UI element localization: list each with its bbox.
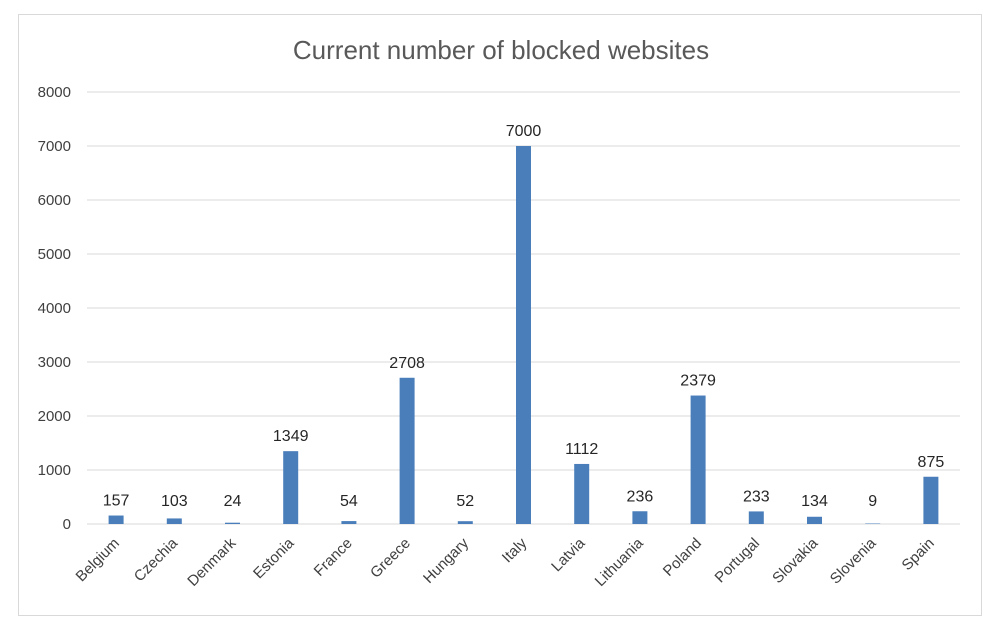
x-category-label: Estonia bbox=[250, 534, 298, 582]
bar-hungary bbox=[457, 521, 473, 524]
x-category-label: Spain bbox=[899, 535, 938, 574]
data-label: 1349 bbox=[273, 428, 309, 445]
data-label: 2708 bbox=[389, 355, 425, 372]
bars bbox=[108, 146, 939, 524]
y-tick-label: 7000 bbox=[38, 138, 71, 155]
y-tick-label: 6000 bbox=[38, 192, 71, 209]
bar-spain bbox=[923, 476, 939, 524]
bar-slovakia bbox=[807, 516, 822, 524]
bar-czechia bbox=[166, 518, 182, 524]
bar-france bbox=[341, 521, 357, 524]
bar-greece bbox=[399, 377, 415, 524]
x-category-label: Latvia bbox=[548, 534, 589, 575]
x-axis-categories: Belgium Czechia Denmark Estonia France Greece… bbox=[73, 534, 938, 590]
y-tick-label: 4000 bbox=[38, 300, 71, 317]
bar-portugal bbox=[748, 511, 764, 524]
data-label: 134 bbox=[801, 493, 828, 510]
x-category-label: Poland bbox=[660, 535, 705, 580]
x-category-label: Lithuania bbox=[592, 534, 648, 590]
bar-lithuania bbox=[632, 511, 648, 524]
bar-italy bbox=[516, 146, 531, 524]
data-label: 236 bbox=[627, 488, 654, 505]
data-label: 7000 bbox=[506, 123, 542, 140]
x-category-label: Greece bbox=[367, 535, 414, 582]
data-label: 24 bbox=[224, 493, 242, 510]
data-label: 52 bbox=[456, 493, 474, 510]
data-label: 2379 bbox=[680, 373, 716, 390]
x-category-label: Hungary bbox=[420, 534, 472, 586]
x-category-label: Portugal bbox=[712, 535, 764, 587]
y-axis-ticks: 0 1000 2000 3000 4000 5000 6000 7000 8000 bbox=[38, 84, 71, 533]
x-category-label: Denmark bbox=[184, 534, 239, 589]
data-label: 875 bbox=[918, 454, 945, 471]
bar-belgium bbox=[108, 515, 124, 524]
bar-latvia bbox=[574, 463, 590, 524]
data-label: 9 bbox=[868, 493, 877, 510]
y-tick-label: 2000 bbox=[38, 408, 71, 425]
x-category-label: France bbox=[311, 535, 356, 580]
data-label: 1112 bbox=[565, 441, 598, 458]
bar-estonia bbox=[283, 451, 299, 524]
x-category-label: Belgium bbox=[73, 535, 123, 585]
x-category-label: Czechia bbox=[131, 534, 182, 585]
bar-denmark bbox=[225, 522, 240, 524]
y-tick-label: 5000 bbox=[38, 246, 71, 263]
y-tick-label: 3000 bbox=[38, 354, 71, 371]
bar-chart: Current number of blocked websites 0 1000… bbox=[38, 35, 960, 590]
data-label: 103 bbox=[161, 493, 188, 510]
data-label: 233 bbox=[743, 488, 770, 505]
x-category-label: Slovakia bbox=[769, 534, 822, 587]
data-label: 157 bbox=[103, 493, 130, 510]
chart-title: Current number of blocked websites bbox=[293, 35, 709, 65]
y-tick-label: 1000 bbox=[38, 462, 71, 479]
chart-frame: Current number of blocked websites 0 1000… bbox=[18, 14, 982, 616]
y-tick-label: 8000 bbox=[38, 84, 71, 101]
bar-poland bbox=[690, 395, 706, 524]
data-label: 54 bbox=[340, 493, 358, 510]
x-category-label: Slovenia bbox=[827, 534, 880, 587]
x-category-label: Italy bbox=[499, 534, 531, 566]
y-tick-label: 0 bbox=[63, 516, 71, 533]
